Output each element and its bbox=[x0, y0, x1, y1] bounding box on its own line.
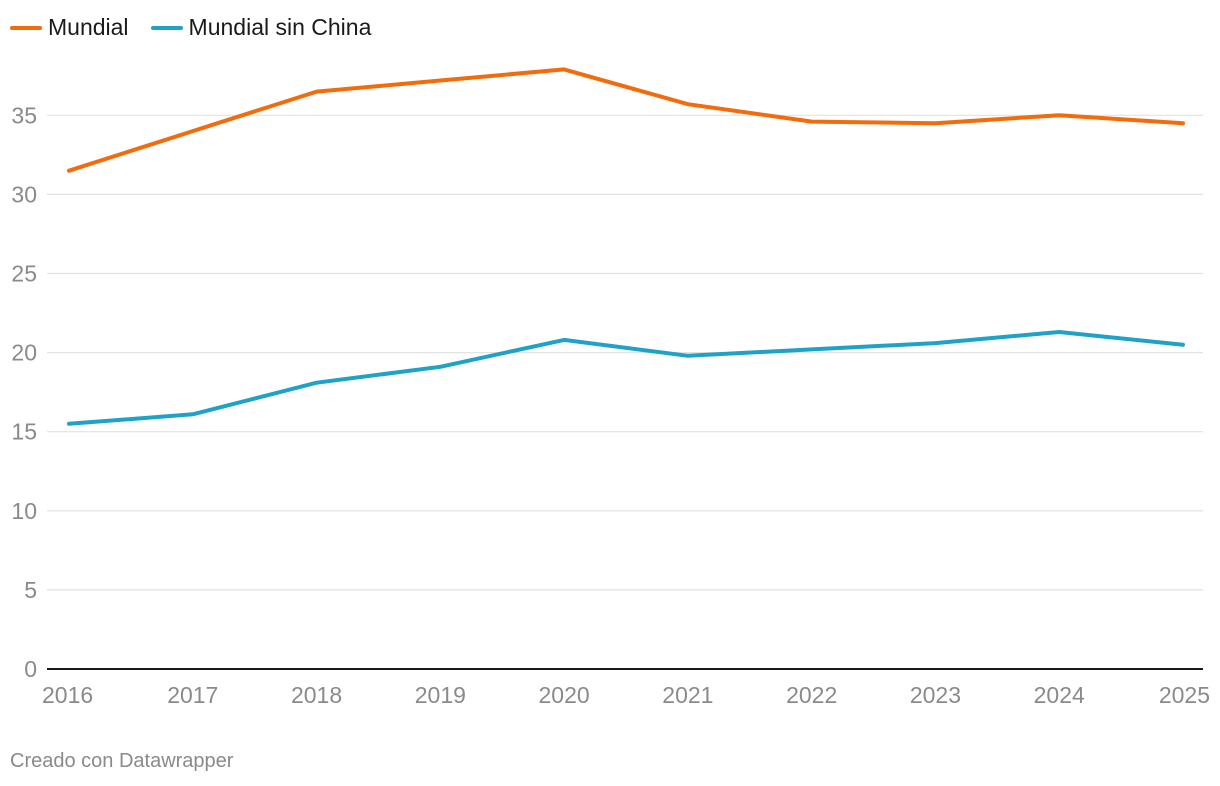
x-tick-label: 2025 bbox=[1159, 682, 1210, 708]
x-tick-label: 2023 bbox=[910, 682, 961, 708]
y-tick-label: 20 bbox=[11, 340, 37, 366]
y-axis-ticks: 0 5 10 15 20 25 30 35 bbox=[11, 102, 37, 682]
gridlines bbox=[47, 114, 1203, 670]
x-tick-label: 2018 bbox=[291, 682, 342, 708]
y-tick-label: 25 bbox=[11, 261, 37, 287]
x-tick-label: 2022 bbox=[786, 682, 837, 708]
x-tick-label: 2021 bbox=[662, 682, 713, 708]
credit-footer: Creado con Datawrapper bbox=[10, 750, 234, 772]
x-tick-label: 2017 bbox=[167, 682, 218, 708]
y-tick-label: 15 bbox=[11, 419, 37, 445]
y-tick-label: 35 bbox=[11, 102, 37, 128]
series-lines bbox=[67, 67, 1185, 426]
chart-legend: Mundial Mundial sin China bbox=[10, 14, 371, 41]
y-tick-label: 30 bbox=[11, 181, 37, 207]
legend-label-mundial: Mundial bbox=[48, 14, 129, 40]
y-tick-label: 5 bbox=[24, 577, 37, 603]
legend-item-mundial: Mundial bbox=[10, 14, 129, 41]
legend-item-mundial-sin-china: Mundial sin China bbox=[150, 14, 372, 41]
legend-swatch-mundial bbox=[10, 25, 42, 30]
y-tick-label: 10 bbox=[11, 498, 37, 524]
x-tick-label: 2016 bbox=[42, 682, 93, 708]
series-line-mundial-sin-china bbox=[67, 330, 1185, 426]
x-tick-label: 2019 bbox=[415, 682, 466, 708]
x-tick-label: 2020 bbox=[539, 682, 590, 708]
legend-swatch-mundial-sin-china bbox=[150, 25, 183, 30]
x-tick-label: 2024 bbox=[1034, 682, 1085, 708]
legend-label-mundial-sin-china: Mundial sin China bbox=[188, 14, 372, 40]
series-line-mundial bbox=[67, 67, 1185, 173]
y-tick-label: 0 bbox=[24, 656, 37, 682]
x-axis-ticks: 2016 2017 2018 2019 2020 2021 2022 2023 2024 2025 bbox=[42, 682, 1210, 708]
